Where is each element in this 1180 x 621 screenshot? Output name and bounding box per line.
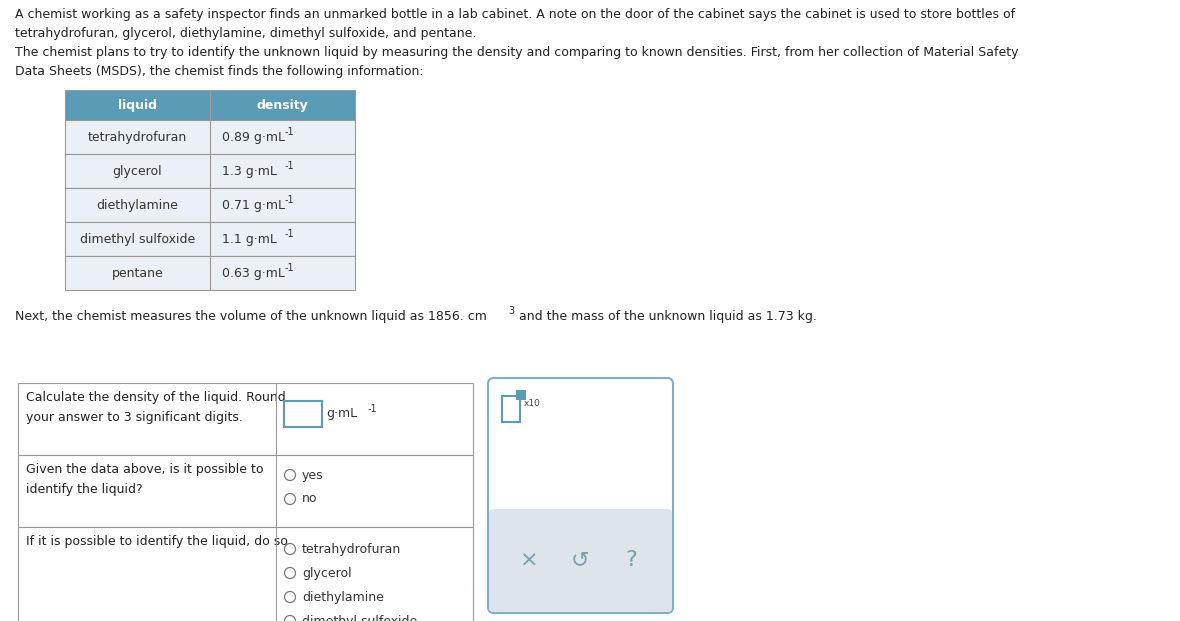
- FancyBboxPatch shape: [489, 378, 673, 613]
- Text: and the mass of the unknown liquid as 1.73 kg.: and the mass of the unknown liquid as 1.…: [514, 310, 817, 323]
- Text: -1: -1: [286, 229, 295, 239]
- Text: g·mL: g·mL: [326, 407, 358, 420]
- Text: Calculate the density of the liquid. Round
your answer to 3 significant digits.: Calculate the density of the liquid. Rou…: [26, 391, 286, 424]
- Text: diethylamine: diethylamine: [302, 591, 384, 604]
- Circle shape: [284, 568, 295, 579]
- Text: density: density: [256, 99, 308, 112]
- Text: ×: ×: [520, 550, 539, 571]
- Circle shape: [284, 591, 295, 602]
- Text: 1.3 g·mL: 1.3 g·mL: [222, 165, 277, 178]
- Bar: [516, 390, 526, 400]
- Text: -1: -1: [286, 161, 295, 171]
- Text: liquid: liquid: [118, 99, 157, 112]
- Circle shape: [284, 615, 295, 621]
- Text: dimethyl sulfoxide: dimethyl sulfoxide: [302, 615, 418, 621]
- Text: -1: -1: [286, 127, 295, 137]
- Text: Next, the chemist measures the volume of the unknown liquid as 1856. cm: Next, the chemist measures the volume of…: [15, 310, 487, 323]
- Text: glycerol: glycerol: [112, 165, 163, 178]
- Bar: [65, 222, 210, 256]
- Bar: [65, 90, 210, 120]
- Text: 0.63 g·mL: 0.63 g·mL: [222, 266, 284, 279]
- Text: glycerol: glycerol: [302, 566, 352, 579]
- Text: Given the data above, is it possible to
identify the liquid?: Given the data above, is it possible to …: [26, 463, 263, 496]
- Text: If it is possible to identify the liquid, do so.: If it is possible to identify the liquid…: [26, 535, 291, 548]
- Text: ?: ?: [625, 550, 637, 571]
- Circle shape: [284, 494, 295, 504]
- Text: x10: x10: [524, 399, 540, 409]
- Bar: [210, 222, 355, 256]
- Text: 0.71 g·mL: 0.71 g·mL: [222, 199, 286, 212]
- Bar: [210, 154, 355, 188]
- Bar: [210, 256, 355, 290]
- Bar: [65, 188, 210, 222]
- Bar: [65, 154, 210, 188]
- Bar: [284, 401, 322, 427]
- FancyBboxPatch shape: [489, 509, 671, 612]
- Bar: [18, 383, 473, 455]
- Text: -1: -1: [286, 195, 295, 205]
- Bar: [65, 120, 210, 154]
- Bar: [210, 120, 355, 154]
- Text: yes: yes: [302, 468, 323, 481]
- Text: no: no: [302, 492, 317, 505]
- Text: ↺: ↺: [571, 550, 590, 571]
- Text: dimethyl sulfoxide: dimethyl sulfoxide: [80, 232, 195, 245]
- Text: diethylamine: diethylamine: [97, 199, 178, 212]
- Text: The chemist plans to try to identify the unknown liquid by measuring the density: The chemist plans to try to identify the…: [15, 46, 1018, 78]
- Text: A chemist working as a safety inspector finds an unmarked bottle in a lab cabine: A chemist working as a safety inspector …: [15, 8, 1015, 40]
- Circle shape: [284, 543, 295, 555]
- Text: tetrahydrofuran: tetrahydrofuran: [87, 130, 188, 143]
- Text: -1: -1: [368, 404, 378, 414]
- Text: 3: 3: [509, 306, 514, 316]
- Text: -1: -1: [286, 263, 295, 273]
- Circle shape: [284, 469, 295, 481]
- Bar: [18, 527, 473, 621]
- Text: 1.1 g·mL: 1.1 g·mL: [222, 232, 277, 245]
- Bar: [502, 396, 520, 422]
- Bar: [65, 256, 210, 290]
- Text: 0.89 g·mL: 0.89 g·mL: [222, 130, 286, 143]
- Text: pentane: pentane: [112, 266, 163, 279]
- Bar: [210, 188, 355, 222]
- Text: tetrahydrofuran: tetrahydrofuran: [302, 543, 401, 556]
- Bar: [210, 90, 355, 120]
- Bar: [18, 455, 473, 527]
